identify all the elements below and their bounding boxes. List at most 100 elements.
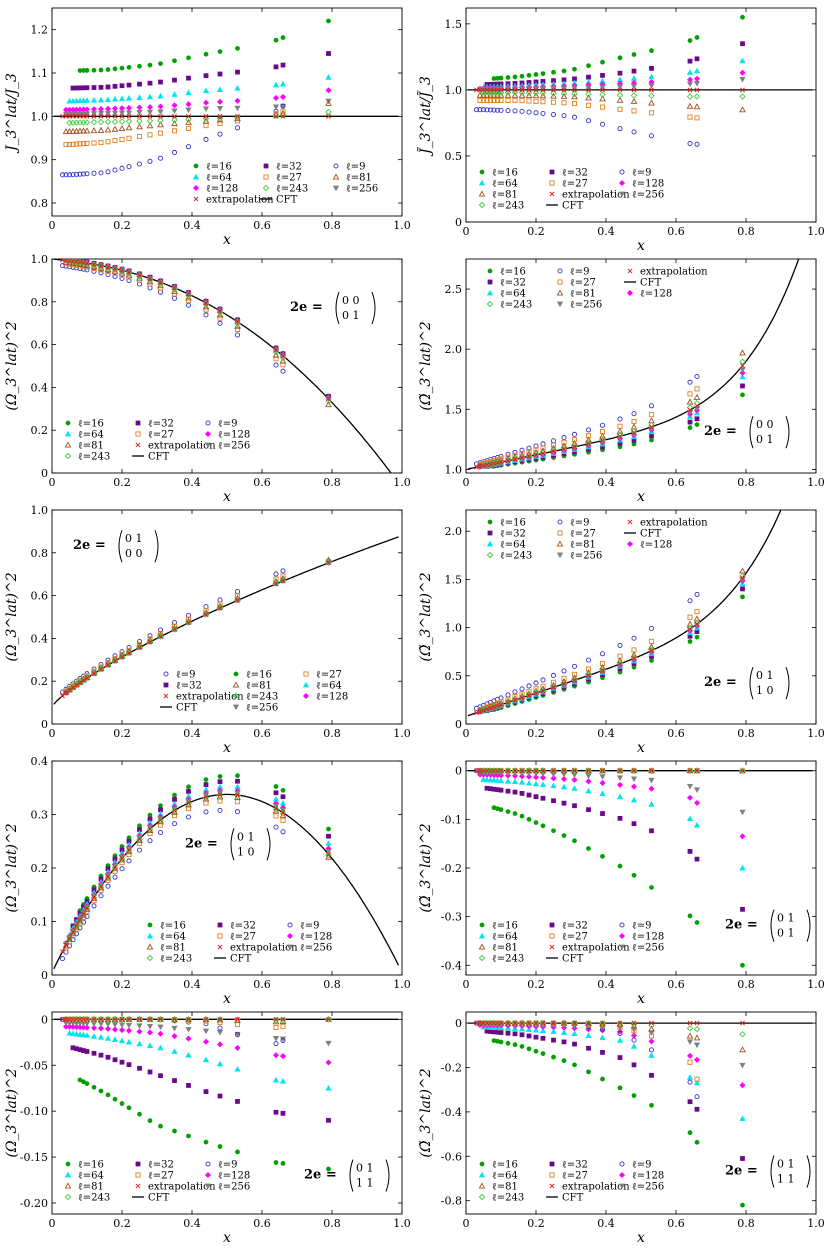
data-point: [477, 464, 483, 469]
x-tick-label: 0.8: [323, 219, 341, 232]
data-point: [525, 1026, 533, 1032]
data-point: [551, 1020, 556, 1026]
data-point: [59, 172, 66, 178]
legend-label: ℓ=16: [492, 168, 518, 179]
legend-marker: [549, 933, 555, 939]
data-point: [90, 111, 98, 117]
data-point: [217, 597, 223, 603]
data-point: [505, 809, 511, 814]
chart-p1: 0 0.2 0.4 0.6 0.8 1.00.80.91.01.11.2xJ_3^lat/…: [4, 7, 411, 248]
legend-label: ℓ=256: [632, 943, 664, 954]
axes-frame: [51, 760, 403, 976]
data-point: [105, 113, 111, 119]
data-point: [505, 696, 511, 702]
data-point: [539, 781, 547, 788]
data-point: [571, 90, 578, 98]
legend-entry: ℓ=243: [486, 551, 532, 562]
legend-entry: ℓ=16: [479, 921, 518, 932]
data-point: [217, 807, 223, 813]
data-point: [125, 270, 133, 277]
data-point: [571, 437, 578, 443]
data-point: [105, 1016, 111, 1022]
data-point: [146, 1029, 154, 1036]
data-point: [105, 84, 111, 90]
x-tick-label: 0.2: [527, 1217, 545, 1230]
legend-marker: [332, 173, 340, 180]
data-point: [203, 809, 209, 815]
data-point: [126, 650, 132, 656]
x-tick-label: 0: [49, 476, 56, 489]
data-point: [70, 685, 76, 691]
legend-entry: ℓ=16: [479, 1160, 518, 1171]
data-point: [616, 657, 624, 664]
data-point: [551, 1037, 556, 1043]
data-point: [599, 767, 606, 774]
legend-label: ℓ=81: [570, 540, 596, 551]
data-point: [526, 445, 532, 451]
x-axis-label: x: [223, 740, 231, 756]
y-tick-label: 1.0: [445, 84, 463, 97]
data-point: [77, 113, 83, 119]
data-point: [572, 66, 577, 72]
data-point: [617, 55, 623, 61]
data-point: [105, 264, 111, 270]
legend-label: ℓ=243: [78, 452, 110, 463]
data-point: [234, 799, 241, 805]
data-point: [518, 779, 526, 785]
data-point: [91, 113, 97, 119]
legend-entry: extrapolation: [135, 441, 216, 452]
data-point: [551, 798, 556, 804]
data-point: [280, 1110, 286, 1116]
data-point: [272, 805, 280, 813]
x-tick-label: 0.2: [113, 978, 131, 991]
y-tick-label: 0: [41, 718, 48, 731]
x-tick-label: 0: [49, 1217, 56, 1230]
data-point: [526, 72, 532, 78]
data-point: [216, 1030, 224, 1036]
data-point: [91, 894, 97, 900]
legend-label: extrapolation: [640, 518, 708, 529]
data-point: [171, 291, 178, 297]
data-point: [146, 1023, 154, 1030]
data-point: [80, 127, 87, 134]
data-point: [104, 105, 112, 112]
chart-p6: 0 0.2 0.4 0.6 0.8 1.000.51.01.52.0x(Ω̃_3^lat)…: [418, 509, 825, 756]
data-point: [273, 824, 279, 830]
data-point: [511, 778, 519, 785]
legend-entry: ℓ=32: [135, 1160, 174, 1171]
data-point: [484, 768, 490, 774]
data-point: [526, 109, 532, 115]
data-point: [185, 294, 192, 301]
data-point: [104, 118, 112, 126]
data-point: [649, 87, 654, 93]
legend-label: ℓ=81: [78, 1182, 104, 1193]
data-point: [600, 59, 605, 65]
data-point: [171, 286, 178, 293]
data-point: [217, 131, 223, 137]
data-point: [171, 149, 178, 155]
data-point: [234, 792, 241, 799]
y-tick-label: 0.5: [445, 150, 463, 163]
data-point: [686, 767, 694, 774]
data-point: [571, 114, 578, 120]
data-point: [474, 1020, 479, 1026]
data-point: [202, 303, 210, 310]
data-point: [687, 598, 693, 604]
x-tick-label: 0.4: [597, 978, 615, 991]
data-point: [525, 773, 533, 780]
data-point: [63, 942, 69, 948]
data-point: [491, 87, 497, 93]
legend-entry: extrapolation: [193, 195, 274, 206]
data-point: [84, 1016, 90, 1022]
data-point: [217, 798, 223, 804]
data-point: [617, 416, 623, 422]
data-point: [694, 35, 700, 40]
data-point: [571, 776, 578, 783]
x-tick-label: 0: [463, 978, 470, 991]
series-0: [60, 259, 331, 402]
series-9: [59, 263, 286, 374]
legend-marker: [618, 191, 626, 198]
data-point: [118, 1027, 126, 1034]
data-point: [137, 81, 142, 87]
data-point: [540, 688, 546, 694]
